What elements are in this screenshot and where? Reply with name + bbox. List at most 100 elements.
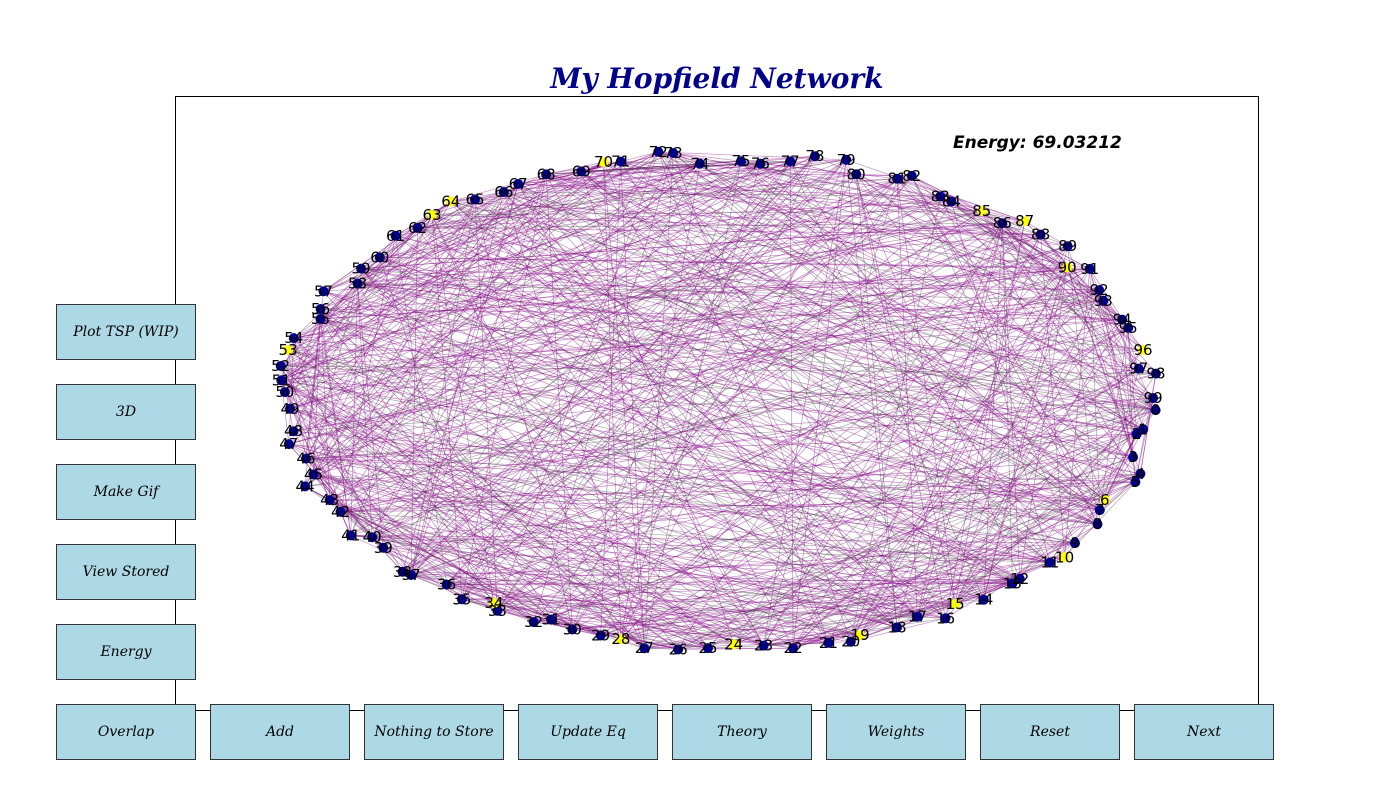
node-label: 57 — [314, 282, 333, 300]
network-edge — [517, 183, 918, 617]
network-edge — [474, 199, 1013, 584]
network-edge — [763, 223, 1003, 646]
network-edge — [981, 210, 1137, 435]
network-node — [1148, 393, 1159, 403]
network-edge — [699, 160, 742, 165]
add-button[interactable]: Add — [210, 704, 350, 760]
node-label: 90 — [1058, 259, 1077, 277]
network-edge — [461, 161, 791, 600]
node-label: 82 — [902, 167, 921, 185]
reset-button[interactable]: Reset — [980, 704, 1120, 760]
network-node — [668, 148, 679, 158]
network-edge — [446, 397, 1154, 585]
network-edge — [855, 174, 1154, 399]
nothing-to-store-button[interactable]: Nothing to Store — [364, 704, 504, 760]
network-edge — [305, 458, 898, 628]
network-edge — [1089, 268, 1134, 458]
node-label: 73 — [664, 144, 683, 162]
3d-button[interactable]: 3D — [56, 384, 196, 440]
network-edge — [320, 318, 645, 649]
make-gif-button[interactable]: Make Gif — [56, 464, 196, 520]
network-edge — [678, 603, 956, 650]
network-node — [598, 157, 609, 168]
node-label: 25 — [698, 639, 717, 657]
network-edge — [313, 191, 505, 475]
network-edge — [733, 509, 1100, 645]
network-edge — [792, 556, 1065, 649]
network-edge — [620, 578, 1020, 640]
network-edge — [1040, 234, 1065, 558]
network-edge — [281, 159, 847, 381]
network-node — [755, 158, 766, 169]
node-label: 37 — [402, 566, 421, 584]
network-edge — [620, 542, 1076, 640]
next-button[interactable]: Next — [1134, 704, 1274, 760]
network-edge — [379, 257, 946, 619]
node-label: 92 — [1090, 281, 1109, 299]
network-edge — [945, 267, 1068, 619]
network-edge — [289, 210, 982, 410]
node-label: 6 — [1100, 491, 1110, 509]
network-edge — [361, 222, 1003, 269]
network-edge — [760, 163, 1123, 320]
network-edge — [450, 201, 918, 617]
network-edge — [620, 222, 1003, 640]
network-edge — [402, 571, 794, 649]
network-edge — [340, 433, 1137, 513]
network-edge — [896, 178, 1025, 222]
energy-button[interactable]: Energy — [56, 624, 196, 680]
network-edge — [410, 183, 519, 576]
network-edge — [503, 191, 1076, 544]
network-edge — [620, 161, 857, 175]
network-edge — [289, 408, 645, 649]
network-edge — [461, 598, 498, 612]
theory-button[interactable]: Theory — [672, 704, 812, 760]
network-edge — [323, 290, 1020, 580]
network-edge — [461, 598, 918, 618]
node-label: 52 — [271, 357, 290, 375]
network-edge — [446, 542, 1076, 585]
network-edge — [320, 308, 352, 536]
node-label: 29 — [591, 627, 610, 645]
network-edge — [289, 161, 604, 410]
network-edge — [417, 159, 847, 229]
network-edge — [945, 397, 1154, 619]
overlap-button[interactable]: Overlap — [56, 704, 196, 760]
network-edge — [305, 433, 1137, 459]
plot-tsp-button[interactable]: Plot TSP (WIP) — [56, 304, 196, 360]
network-edge — [372, 289, 1100, 538]
node-label: 16 — [936, 609, 955, 627]
view-stored-button[interactable]: View Stored — [56, 544, 196, 600]
node-label: 15 — [946, 595, 965, 613]
network-edge — [395, 235, 447, 585]
network-node — [1094, 505, 1105, 516]
weights-button[interactable]: Weights — [826, 704, 966, 760]
node-label: 53 — [279, 341, 298, 359]
update-eq-button[interactable]: Update Eq — [518, 704, 658, 760]
network-edge — [313, 318, 321, 475]
network-edge — [1002, 222, 1068, 268]
network-edge — [763, 159, 847, 646]
network-node — [841, 154, 852, 165]
network-edge — [293, 163, 761, 339]
network-edge — [340, 235, 396, 512]
network-edge — [792, 319, 1123, 649]
node-label: 63 — [423, 206, 442, 224]
node-label: 94 — [1113, 311, 1132, 329]
network-edge — [760, 163, 857, 175]
network-edge — [740, 160, 898, 180]
network-edge — [474, 159, 847, 200]
network-edge — [284, 174, 547, 393]
network-edge — [432, 214, 1041, 235]
network-edge — [411, 556, 1065, 576]
network-node — [785, 156, 796, 167]
network-edge — [320, 163, 701, 320]
network-edge — [620, 368, 1139, 640]
network-edge — [581, 161, 791, 172]
network-edge — [287, 201, 452, 351]
node-label: 24 — [724, 635, 743, 653]
network-edge — [856, 173, 1090, 270]
network-edge — [284, 319, 1123, 393]
network-edge — [340, 368, 1139, 513]
network-edge — [360, 268, 829, 644]
